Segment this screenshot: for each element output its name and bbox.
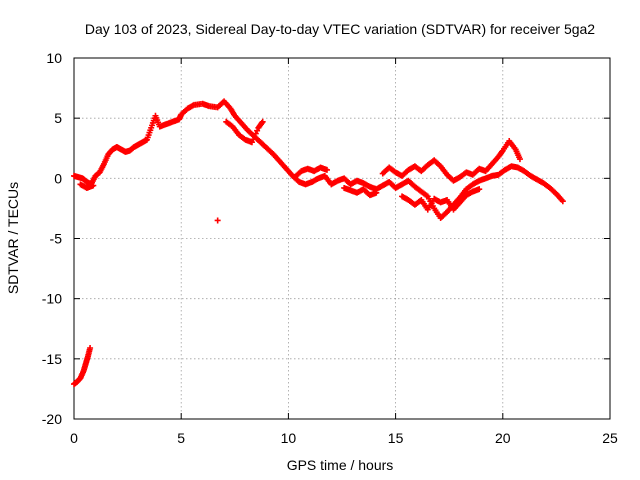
series-low-track: [71, 345, 94, 388]
x-tick-label: 20: [495, 430, 511, 446]
series-lower-branch: [77, 181, 483, 213]
y-axis-label: SDTVAR / TECUs: [5, 182, 21, 294]
data-point: [214, 217, 221, 224]
data-point: [373, 189, 380, 196]
y-tick-label: -10: [42, 291, 62, 307]
grid-layer: [74, 58, 610, 419]
axis-layer: 0 5 10 15 20 25 -20 -15 -10 -5 0 5 10: [42, 50, 618, 446]
data-point: [516, 156, 523, 163]
x-tick-label: 15: [388, 430, 404, 446]
series-main-track: [71, 98, 566, 222]
x-axis-label: GPS time / hours: [287, 457, 394, 473]
y-tick-label: -20: [42, 411, 62, 427]
chart-title: Day 103 of 2023, Sidereal Day-to-day VTE…: [85, 21, 595, 37]
data-point: [90, 182, 97, 189]
x-tick-label: 5: [177, 430, 185, 446]
y-tick-label: 5: [54, 110, 62, 126]
data-point: [87, 345, 94, 352]
y-tick-label: -15: [42, 351, 62, 367]
y-tick-label: 10: [46, 50, 62, 66]
data-point: [323, 166, 330, 173]
x-tick-label: 25: [602, 430, 618, 446]
y-tick-label: -5: [50, 231, 63, 247]
x-tick-label: 10: [281, 430, 297, 446]
data-points: [71, 98, 566, 388]
series-upper-branch: [223, 118, 523, 184]
x-tick-label: 0: [70, 430, 78, 446]
y-tick-label: 0: [54, 170, 62, 186]
series-outlier: [214, 217, 221, 224]
data-point: [259, 118, 266, 125]
data-point: [476, 186, 483, 193]
data-point: [559, 198, 566, 205]
